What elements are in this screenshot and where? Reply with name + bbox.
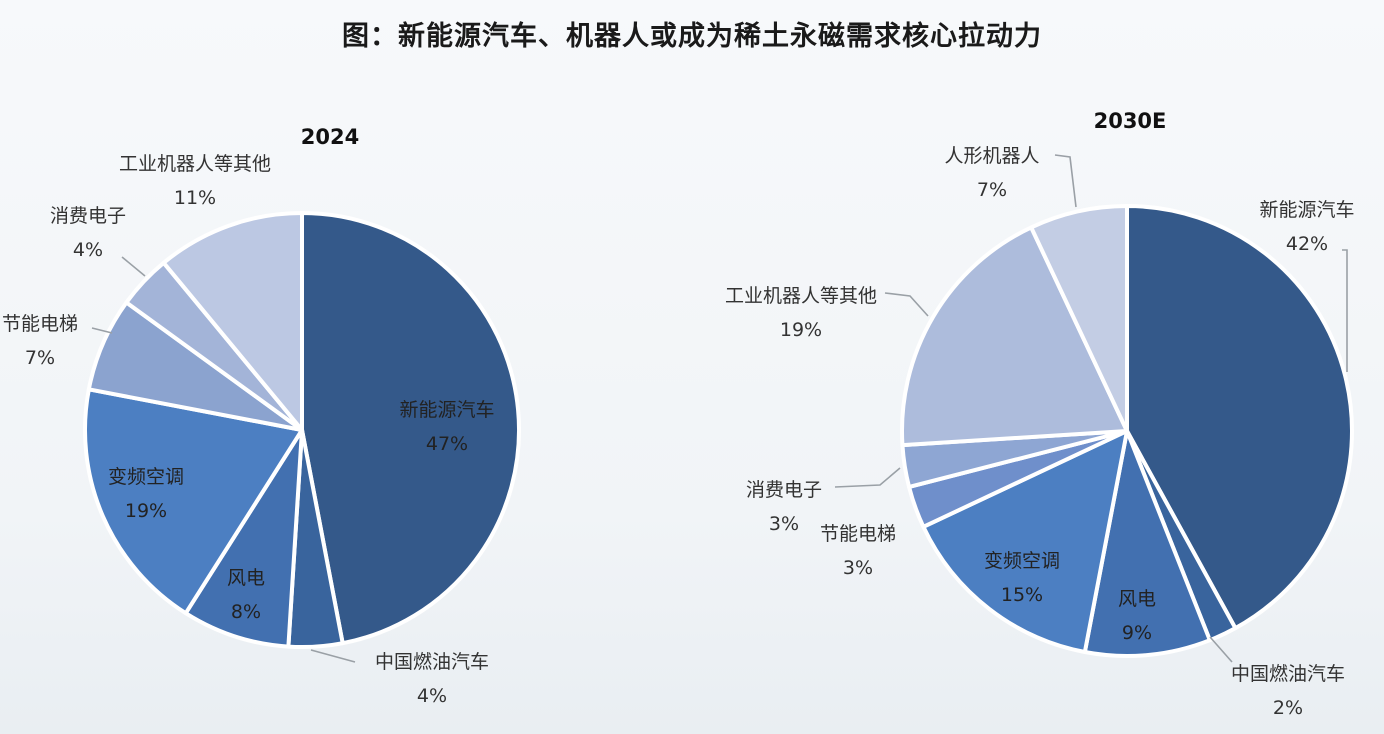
slice-value-label: 4% — [73, 239, 103, 261]
slice-value-label: 3% — [769, 513, 799, 535]
slice-label: 新能源汽车 — [1259, 199, 1354, 221]
leader-line — [1054, 154, 1077, 208]
leader-line — [834, 467, 901, 488]
leader-line — [310, 649, 356, 663]
pie-slice — [300, 211, 522, 646]
pie-slice — [1029, 204, 1129, 433]
slice-value-label: 8% — [231, 601, 261, 623]
slice-label: 风电 — [1118, 588, 1156, 610]
slice-label: 变频空调 — [108, 466, 184, 488]
slice-value-label: 9% — [1122, 622, 1152, 644]
slice-label: 中国燃油汽车 — [1231, 663, 1345, 685]
slice-label: 消费电子 — [50, 205, 126, 227]
slice-label: 风电 — [227, 567, 265, 589]
pie-chart-0: 2024 新能源汽车 47% 中国燃油汽车 4% 风电 8% 变频空调 19% 节能电梯 7% 消费电… — [2, 125, 522, 707]
slice-label: 节能电梯 — [2, 313, 78, 335]
pie-slice — [900, 225, 1129, 448]
leader-line — [884, 292, 929, 317]
slice-label: 工业机器人等其他 — [119, 153, 271, 175]
slice-value-label: 42% — [1286, 233, 1328, 255]
slice-label: 消费电子 — [746, 479, 822, 501]
slice-value-label: 3% — [843, 557, 873, 579]
slice-label: 中国燃油汽车 — [375, 651, 489, 673]
slice-value-label: 19% — [125, 500, 167, 522]
pie-slice — [83, 387, 304, 616]
leader-line — [1342, 249, 1348, 372]
leader-line — [91, 327, 113, 334]
leader-line — [121, 256, 146, 277]
chart-title: 图：新能源汽车、机器人或成为稀土永磁需求核心拉动力 — [342, 21, 1042, 52]
pie-chart-1: 2030E 新能源汽车 42% 中国燃油汽车 2% 风电 9% 变频空调 15% 节能电梯 3% 消费… — [725, 109, 1355, 719]
slice-label: 变频空调 — [984, 550, 1060, 572]
slice-label: 新能源汽车 — [399, 399, 494, 421]
pie-slice — [161, 211, 304, 432]
slice-label: 人形机器人 — [944, 145, 1039, 167]
slice-value-label: 4% — [417, 685, 447, 707]
pie-title: 2030E — [1094, 109, 1167, 133]
slice-value-label: 7% — [977, 179, 1007, 201]
slice-value-label: 7% — [25, 347, 55, 369]
slice-value-label: 47% — [426, 433, 468, 455]
pie-title: 2024 — [301, 125, 359, 149]
slice-value-label: 2% — [1273, 697, 1303, 719]
pie-slice — [921, 429, 1129, 655]
pie-slice — [183, 428, 304, 649]
slice-value-label: 19% — [780, 319, 822, 341]
slice-label: 节能电梯 — [820, 523, 896, 545]
pie-slice — [1082, 429, 1212, 658]
slice-label: 工业机器人等其他 — [725, 285, 877, 307]
slice-value-label: 15% — [1001, 584, 1043, 606]
pie-slice — [1125, 204, 1354, 631]
slice-value-label: 11% — [174, 187, 216, 209]
leader-line — [1209, 636, 1233, 663]
